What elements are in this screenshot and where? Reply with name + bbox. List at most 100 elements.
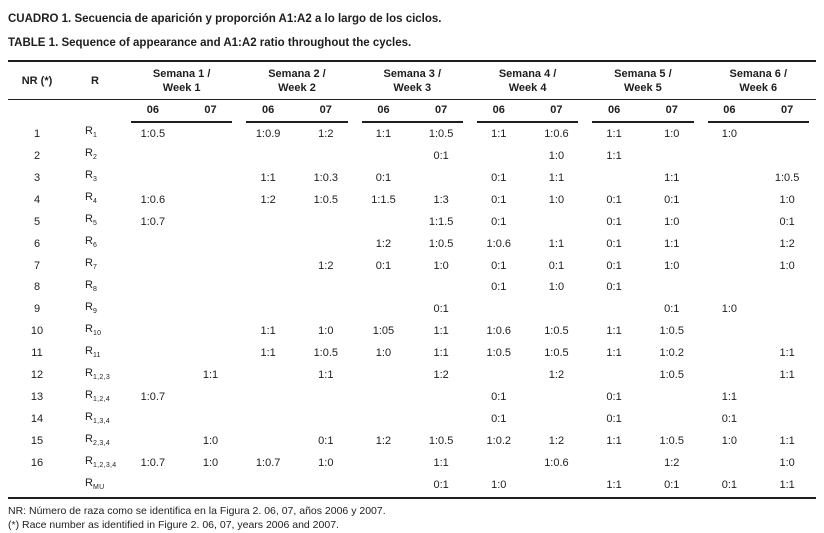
nr-cell: 15	[30, 435, 44, 448]
ratio-cell: 1:1	[202, 369, 219, 382]
ratio-cell	[182, 145, 240, 167]
ratio-cell: 1:1	[606, 325, 622, 338]
table-row: 7 R7 1:2 0:1 1:0 0:1 0:1 0:1 1:0 1:0	[8, 255, 816, 277]
ratio-cell: 1:0	[664, 215, 680, 228]
race-label: R10	[85, 322, 102, 338]
table-row: 4 R4 1:0.6 1:2 1:0.5 1:1.5 1:3 0:1 1:0 0:1 0:1 1:0	[8, 189, 816, 211]
ratio-cell	[412, 167, 470, 189]
ratio-cell: 1:0.5	[544, 325, 569, 338]
ratio-cell: 1:2	[318, 127, 334, 140]
ratio-cell	[701, 321, 759, 343]
year-header: 07	[550, 104, 563, 116]
table-row: 10 R10 1:1 1:0 1:05 1:1 1:0.6 1:0.5 1:1 1:0.5	[8, 321, 816, 343]
ratio-cell: 0:1	[375, 259, 392, 272]
ratio-cell: 1:0.5	[313, 347, 339, 360]
ratio-cell: 1:1	[260, 347, 276, 360]
ratio-cell	[297, 409, 355, 431]
header-spacer-race	[66, 100, 124, 121]
col-header-race: R	[66, 61, 124, 100]
ratio-cell	[528, 387, 586, 409]
ratio-cell	[239, 255, 297, 277]
week-header-2: Semana 2 /Week 2	[239, 61, 355, 100]
nr-cell: 5	[33, 215, 41, 228]
ratio-cell	[758, 299, 816, 321]
nr-cell: 8	[33, 281, 41, 294]
ratio-cell: 0:1	[375, 171, 392, 184]
ratio-cell	[758, 387, 816, 409]
table-header: NR (*) R Semana 1 /Week 1 Semana 2 /Week …	[8, 61, 816, 123]
ratio-cell: 1:0	[664, 127, 680, 140]
ratio-cell: 0:1	[491, 391, 507, 404]
ratio-cell: 1:05	[372, 325, 395, 338]
ratio-cell	[297, 277, 355, 299]
nr-cell: 11	[31, 347, 43, 360]
race-label: R9	[85, 300, 98, 316]
ratio-cell: 0:1	[721, 413, 738, 426]
ratio-cell: 1:0	[721, 127, 738, 140]
race-label: R2,3,4	[85, 432, 111, 447]
ratio-cell: 1:0.5	[659, 369, 684, 382]
ratio-cell	[182, 123, 240, 145]
ratio-cell	[643, 409, 701, 431]
ratio-cell	[124, 475, 182, 498]
ratio-cell	[585, 365, 643, 387]
ratio-cell	[758, 277, 816, 299]
ratio-cell: 1:1	[491, 127, 507, 140]
nr-cell: 4	[33, 193, 41, 206]
race-label: R4	[85, 190, 98, 206]
ratio-cell: 1:0	[548, 281, 565, 294]
ratio-cell: 1:1	[548, 237, 565, 250]
ratio-cell	[701, 189, 759, 211]
ratio-table: NR (*) R Semana 1 /Week 1 Semana 2 /Week …	[8, 60, 816, 499]
ratio-cell: 1:1	[433, 457, 449, 470]
ratio-cell: 1:0.5	[486, 347, 511, 360]
ratio-cell: 1:0.2	[659, 347, 684, 360]
week-header-5: Semana 5 /Week 5	[585, 61, 701, 100]
year-header: 06	[262, 104, 275, 116]
ratio-cell	[701, 343, 759, 365]
ratio-cell	[239, 365, 297, 387]
group-underline	[701, 120, 816, 123]
ratio-cell: 1:0.2	[486, 435, 511, 448]
nr-cell: 6	[33, 237, 41, 250]
ratio-cell	[297, 233, 355, 255]
ratio-cell	[643, 387, 701, 409]
ratio-cell: 1:1	[606, 149, 622, 162]
ratio-cell	[701, 277, 759, 299]
ratio-cell	[470, 299, 528, 321]
ratio-cell: 1:0.6	[140, 193, 166, 206]
ratio-cell: 1:0	[721, 435, 738, 448]
year-header: 06	[146, 104, 159, 116]
ratio-cell: 1:0	[779, 457, 795, 470]
ratio-cell	[239, 299, 297, 321]
ratio-cell: 1:1	[779, 435, 795, 448]
ratio-cell: 1:0	[779, 259, 795, 272]
ratio-cell	[701, 255, 759, 277]
ratio-cell: 1:2	[375, 237, 392, 250]
ratio-cell: 1:1	[606, 435, 622, 448]
ratio-cell: 1:0	[664, 259, 680, 272]
ratio-cell	[355, 299, 413, 321]
ratio-cell: 1:0.5	[544, 347, 569, 360]
header-row-years: 06 07 06 07 06 07 06 07 06 07 06 07	[8, 100, 816, 121]
ratio-cell	[355, 387, 413, 409]
ratio-cell	[182, 321, 240, 343]
ratio-cell	[758, 409, 816, 431]
table-row: 14 R1,3,4 0:1 0:1 0:1	[8, 409, 816, 431]
ratio-cell: 1:0	[548, 193, 565, 206]
group-underline	[585, 120, 700, 123]
ratio-cell: 1:0.5	[140, 127, 166, 140]
ratio-cell: 1:2	[433, 369, 449, 382]
ratio-cell	[412, 387, 470, 409]
ratio-cell: 1:0.7	[140, 215, 166, 228]
ratio-cell: 1:0.6	[486, 237, 511, 250]
race-label: RMU	[85, 476, 105, 491]
ratio-cell: 1:2	[664, 457, 680, 470]
race-label: R1,2,3	[85, 366, 111, 382]
race-label: R1,2,4	[85, 388, 111, 403]
table-row: 6 R6 1:2 1:0.5 1:0.6 1:1 0:1 1:1 1:2	[8, 233, 816, 255]
ratio-cell: 1:1	[433, 325, 449, 338]
ratio-cell	[701, 453, 759, 475]
table-row: 3 R3 1:1 1:0.3 0:1 0:1 1:1 1:1 1:0.5	[8, 167, 816, 189]
ratio-cell	[124, 233, 182, 255]
